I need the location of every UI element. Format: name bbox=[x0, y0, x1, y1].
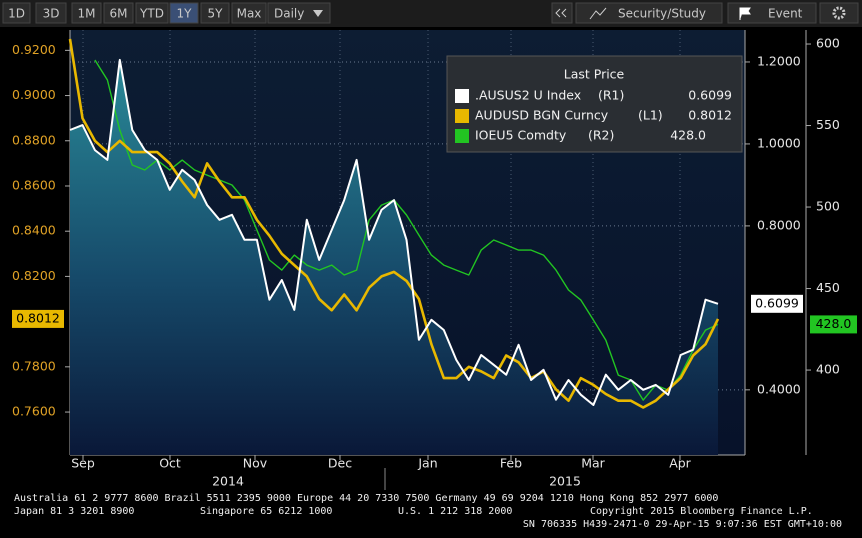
x-tick-label: Feb bbox=[500, 456, 522, 471]
toolbar-button-label: 1D bbox=[8, 7, 25, 21]
legend-axis: (R2) bbox=[588, 128, 614, 143]
y3-tick-label: 550 bbox=[816, 117, 840, 132]
flag-icon bbox=[739, 7, 751, 20]
x-tick-label: Oct bbox=[159, 456, 181, 471]
legend-last: 428.0 bbox=[670, 128, 706, 143]
last-price-tag-label: 428.0 bbox=[816, 316, 852, 331]
x-tick-label: Jan bbox=[417, 456, 437, 471]
y-tick-label: 0.8800 bbox=[12, 132, 56, 147]
series-line bbox=[69, 58, 719, 406]
footer-line: U.S. 1 212 318 2000 bbox=[398, 506, 512, 517]
y2-tick-label: 0.4000 bbox=[757, 381, 801, 396]
y3-tick-label: 400 bbox=[816, 362, 840, 377]
toolbar-button[interactable] bbox=[231, 2, 267, 24]
year-label: 2015 bbox=[549, 474, 581, 489]
last-price-tag-label: 0.8012 bbox=[16, 310, 60, 325]
footer-line: Australia 61 2 9777 8600 Brazil 5511 239… bbox=[14, 493, 718, 504]
legend-title: Last Price bbox=[564, 67, 625, 82]
gear-icon bbox=[832, 6, 846, 20]
y3-tick-label: 500 bbox=[816, 199, 840, 214]
toolbar-button[interactable] bbox=[103, 2, 134, 24]
y3-tick-label: 600 bbox=[816, 36, 840, 51]
toolbar-button[interactable] bbox=[2, 2, 31, 24]
y2-tick-label: 0.8000 bbox=[757, 217, 801, 232]
toolbar-button-label: 1M bbox=[78, 7, 96, 21]
toolbar-button-label: YTD bbox=[139, 7, 164, 21]
y-tick-label: 0.7600 bbox=[12, 404, 56, 419]
collapse-icon bbox=[555, 8, 567, 18]
toolbar-button-label: Daily bbox=[274, 7, 304, 21]
toolbar-button-label: Max bbox=[237, 7, 262, 21]
y2-tick-label: 1.2000 bbox=[757, 53, 801, 68]
footer-line: Japan 81 3 3201 8900 bbox=[14, 506, 134, 517]
legend-swatch bbox=[455, 129, 469, 143]
series-line bbox=[94, 59, 719, 401]
legend-name: .AUSUS2 U Index bbox=[475, 88, 581, 103]
toolbar-button[interactable] bbox=[169, 2, 199, 24]
y-tick-label: 0.8600 bbox=[12, 177, 56, 192]
legend-axis: (R1) bbox=[598, 88, 624, 103]
last-price-tag bbox=[810, 315, 857, 334]
toolbar-button[interactable] bbox=[135, 2, 169, 24]
x-tick-label: Nov bbox=[243, 456, 268, 471]
legend-axis: (L1) bbox=[638, 108, 663, 123]
last-price-tag bbox=[12, 309, 64, 328]
last-price-tag-label: 0.6099 bbox=[755, 295, 799, 310]
x-tick-label: Mar bbox=[581, 456, 605, 471]
legend-swatch bbox=[455, 109, 469, 123]
event-label: Event bbox=[768, 7, 803, 21]
legend-last: 0.6099 bbox=[688, 88, 732, 103]
security-study-label: Security/Study bbox=[618, 7, 706, 21]
y-tick-label: 0.8400 bbox=[12, 223, 56, 238]
toolbar-button[interactable] bbox=[200, 2, 230, 24]
y-tick-label: 0.9200 bbox=[12, 42, 56, 57]
footer-line: Singapore 65 6212 1000 bbox=[200, 506, 332, 517]
y-tick-label: 0.9000 bbox=[12, 87, 56, 102]
last-price-tag bbox=[751, 294, 803, 313]
toolbar-button-label: 1Y bbox=[177, 7, 193, 21]
toolbar-button[interactable] bbox=[35, 2, 67, 24]
y3-tick-label: 450 bbox=[816, 280, 840, 295]
settings-button[interactable] bbox=[819, 2, 859, 24]
legend bbox=[446, 55, 743, 153]
toolbar-button-label: 6M bbox=[110, 7, 128, 21]
legend-last: 0.8012 bbox=[688, 108, 732, 123]
dropdown-icon bbox=[313, 10, 323, 17]
legend-name: IOEU5 Comdty bbox=[475, 128, 567, 143]
toolbar-button-label: 3D bbox=[43, 7, 60, 21]
toolbar-button[interactable] bbox=[267, 2, 331, 24]
y2-tick-label: 1.0000 bbox=[757, 135, 801, 150]
year-label: 2014 bbox=[212, 474, 244, 489]
x-tick-label: Dec bbox=[328, 456, 352, 471]
study-icon bbox=[589, 7, 607, 20]
footer-line: Copyright 2015 Bloomberg Finance L.P. bbox=[590, 506, 813, 517]
y-tick-label: 0.8200 bbox=[12, 268, 56, 283]
footer-line: SN 706335 H439-2471-0 29-Apr-15 9:07:36 … bbox=[523, 519, 842, 530]
x-tick-label: Sep bbox=[71, 456, 95, 471]
area-fill bbox=[70, 59, 718, 456]
toolbar-button[interactable] bbox=[71, 2, 102, 24]
security-study-button[interactable] bbox=[575, 2, 723, 24]
y-tick-label: 0.7800 bbox=[12, 358, 56, 373]
toolbar-button-label: 5Y bbox=[208, 7, 224, 21]
x-tick-label: Apr bbox=[669, 456, 691, 471]
legend-swatch bbox=[455, 89, 469, 103]
legend-name: AUDUSD BGN Curncy bbox=[475, 108, 609, 123]
